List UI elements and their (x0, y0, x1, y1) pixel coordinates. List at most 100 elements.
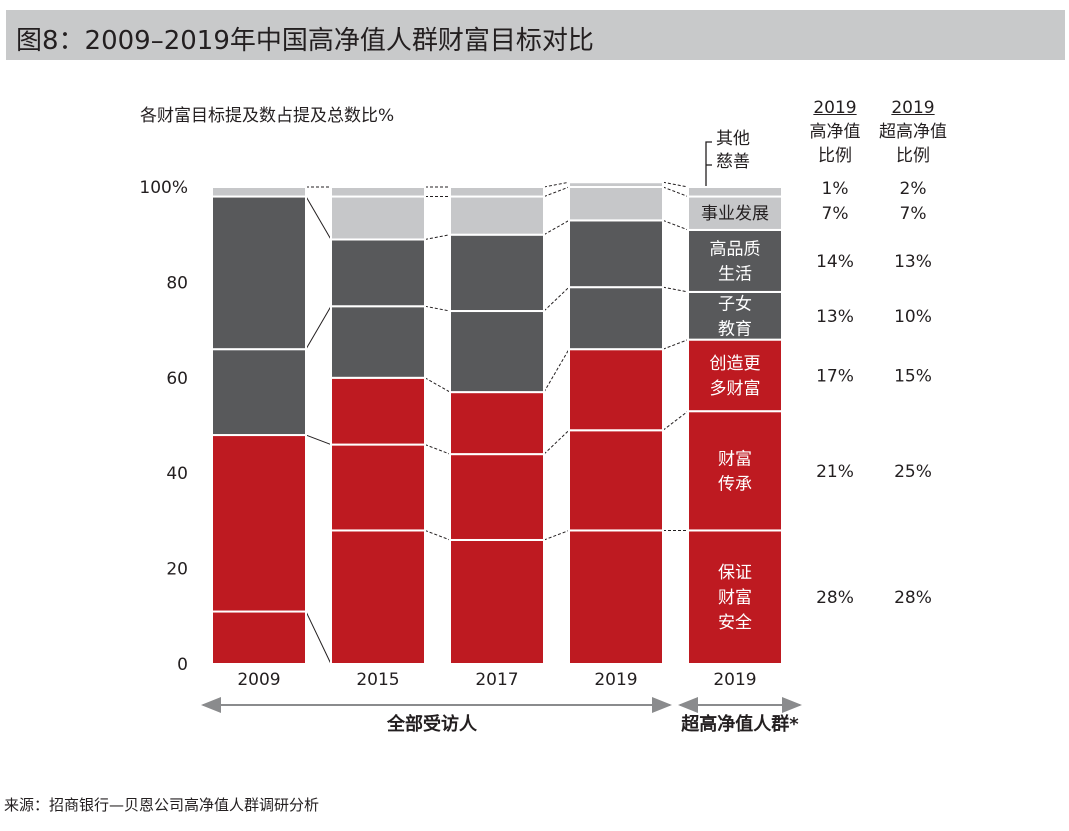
chart-subtitle: 各财富目标提及数占提及总数比% (140, 106, 395, 126)
bar-segment (330, 376, 426, 446)
bar-segment (449, 310, 545, 394)
uhnw-percent: 2% (900, 179, 927, 199)
source-note: 来源：招商银行—贝恩公司高净值人群调研分析 (4, 796, 320, 814)
connector-line (424, 234, 451, 240)
bar-segment (211, 434, 307, 613)
y-tick-label: 80 (166, 273, 188, 293)
hnw-year: 2019 (813, 98, 857, 118)
segment-label: 创造更 (710, 354, 761, 374)
uhnw-percent: 15% (894, 366, 932, 386)
segment-label: 事业发展 (701, 204, 769, 224)
x-tick-label: 2017 (475, 670, 518, 690)
connector-line (543, 219, 570, 236)
connector-line (543, 348, 570, 393)
title-bar: 图8：2009–2019年中国高净值人群财富目标对比 (6, 10, 1065, 60)
hnw-percent: 1% (822, 179, 849, 199)
connector-line (543, 429, 570, 455)
y-tick-label: 0 (177, 655, 188, 675)
figure-title: 图8：2009–2019年中国高净值人群财富目标对比 (16, 26, 594, 56)
legend-charity: 慈善 (716, 152, 750, 172)
hnw-percent: 13% (816, 307, 854, 327)
segment-label: 生活 (718, 264, 752, 284)
hnw-percent: 21% (816, 462, 854, 482)
connector-line (662, 181, 689, 188)
bar-segment (330, 238, 426, 308)
group-label-all: 全部受访人 (386, 713, 478, 735)
bar-segment (330, 195, 426, 241)
connector-line (662, 186, 689, 198)
bar-segment (568, 186, 664, 222)
uhnw-year: 2019 (891, 98, 935, 118)
hnw-percent: 14% (816, 252, 854, 272)
bar-segment (449, 453, 545, 541)
y-tick-label: 100% (139, 178, 188, 198)
hnw-percent: 28% (816, 588, 854, 608)
bar-segment (449, 233, 545, 313)
connector-line (305, 196, 332, 240)
bar-segment (330, 186, 426, 198)
connector-line (662, 219, 689, 231)
bar-segment (687, 338, 783, 413)
connector-line (543, 529, 570, 541)
connector-line (424, 529, 451, 541)
hnw-percent: 7% (822, 204, 849, 224)
segment-label: 教育 (718, 319, 752, 339)
uhnw-percent: 10% (894, 307, 932, 327)
bar-segment (211, 186, 307, 198)
uhnw-label: 超高净值 (879, 122, 947, 142)
segment-label: 财富 (718, 588, 752, 608)
bar-segment (687, 195, 783, 231)
bar-segment (211, 195, 307, 351)
bar-segment (330, 305, 426, 379)
x-tick-label: 2009 (237, 670, 280, 690)
uhnw-ratio-label: 比例 (896, 146, 930, 166)
bar-segment (330, 529, 426, 665)
bar-segment (568, 348, 664, 432)
hnw-ratio-label: 比例 (818, 146, 852, 166)
connector-line (662, 339, 689, 350)
connector-line (424, 377, 451, 393)
hnw-column-header: 2019 高净值 比例 (795, 96, 875, 168)
connector-line (424, 305, 451, 312)
connector-line (424, 444, 451, 455)
hnw-label: 高净值 (809, 122, 861, 142)
segment-label: 安全 (718, 613, 752, 633)
bar-segment (687, 410, 783, 532)
connector-line (662, 410, 689, 431)
bar-segment (449, 195, 545, 236)
bar-segment (687, 186, 783, 198)
segment-label: 保证 (718, 563, 752, 583)
uhnw-percent: 13% (894, 252, 932, 272)
uhnw-percent: 7% (900, 204, 927, 224)
x-tick-label: 2019 (713, 670, 756, 690)
legend-other: 其他 (716, 129, 750, 149)
bar-segment (449, 186, 545, 198)
bar-segment (330, 443, 426, 532)
bar-segment (449, 391, 545, 456)
segment-label: 财富 (718, 449, 752, 469)
bar-segment (211, 610, 307, 666)
other-charity-legend: 其他 慈善 (716, 128, 750, 174)
bar-segment (568, 429, 664, 532)
segment-label: 子女 (718, 294, 752, 314)
segment-label: 传承 (718, 474, 752, 494)
uhnw-percent: 28% (894, 588, 932, 608)
connector-line (662, 286, 689, 293)
bar-segment (568, 529, 664, 665)
bar-segment (568, 286, 664, 351)
hnw-percent: 17% (816, 366, 854, 386)
uhnw-column-header: 2019 超高净值 比例 (873, 96, 953, 168)
bar-segment (687, 228, 783, 293)
x-tick-label: 2015 (356, 670, 399, 690)
legend-bracket (705, 141, 712, 190)
bar-segment (211, 348, 307, 437)
bar-segment (568, 219, 664, 289)
y-tick-label: 60 (166, 369, 188, 389)
connector-line (543, 286, 570, 312)
connector-line (305, 611, 332, 665)
connector-line (305, 305, 332, 350)
segment-label: 高品质 (710, 239, 761, 259)
connector-line (543, 186, 570, 198)
segment-label: 多财富 (710, 379, 761, 399)
